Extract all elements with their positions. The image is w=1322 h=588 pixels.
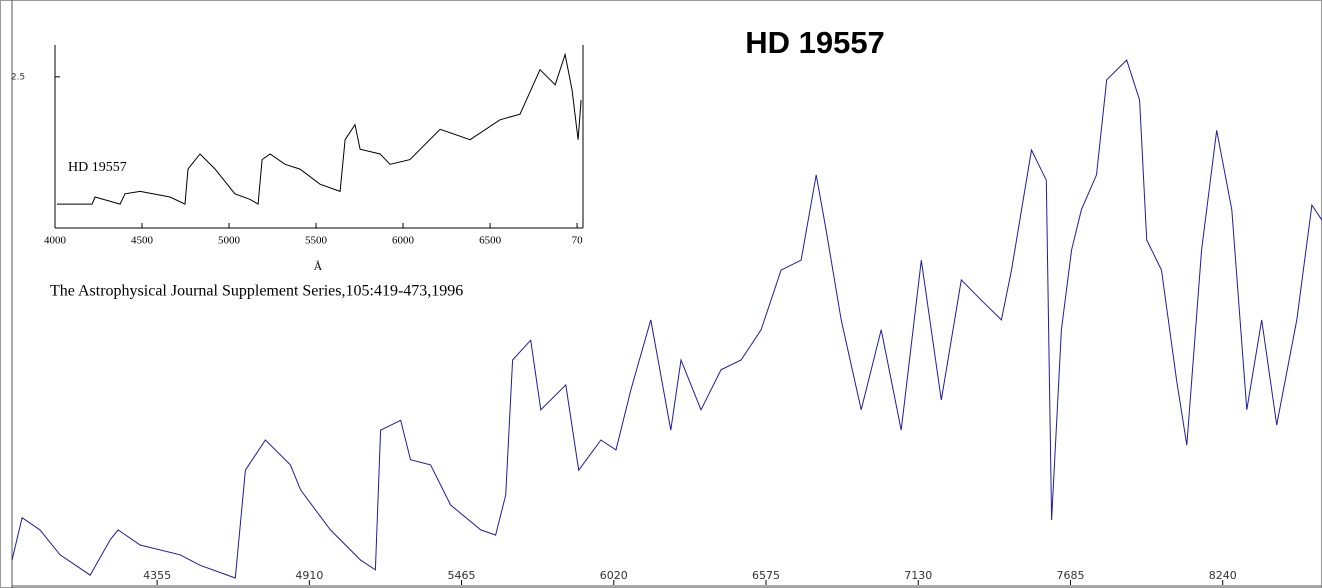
x-tick-label: 6500 (479, 235, 502, 247)
x-tick-label: 5465 (448, 569, 476, 582)
chart-title: HD 19557 (745, 25, 885, 60)
x-tick-label: 7685 (1056, 569, 1084, 582)
spectrum-line (11, 59, 1322, 579)
x-tick-label: 70 (572, 235, 584, 247)
x-tick-label: 6575 (752, 569, 780, 582)
x-tick-label: 4355 (143, 569, 171, 582)
x-tick-label: 4000 (44, 235, 67, 247)
x-tick-label: 7130 (904, 569, 932, 582)
spectrum-line (56, 52, 582, 205)
caption: The Astrophysical Journal Supplement Ser… (50, 283, 463, 300)
x-tick-label: 6000 (392, 235, 415, 247)
x-tick-label: 8240 (1209, 569, 1237, 582)
inset-x-label: Å (314, 259, 323, 273)
x-tick-label: 4910 (295, 569, 323, 582)
x-tick-label: 5500 (305, 235, 328, 247)
y-tick-label: 2.5 (11, 72, 25, 82)
x-tick-label: 4500 (131, 235, 154, 247)
x-tick-label: 6020 (600, 569, 628, 582)
x-tick-label: 5000 (218, 235, 241, 247)
inset-title: HD 19557 (68, 160, 127, 175)
